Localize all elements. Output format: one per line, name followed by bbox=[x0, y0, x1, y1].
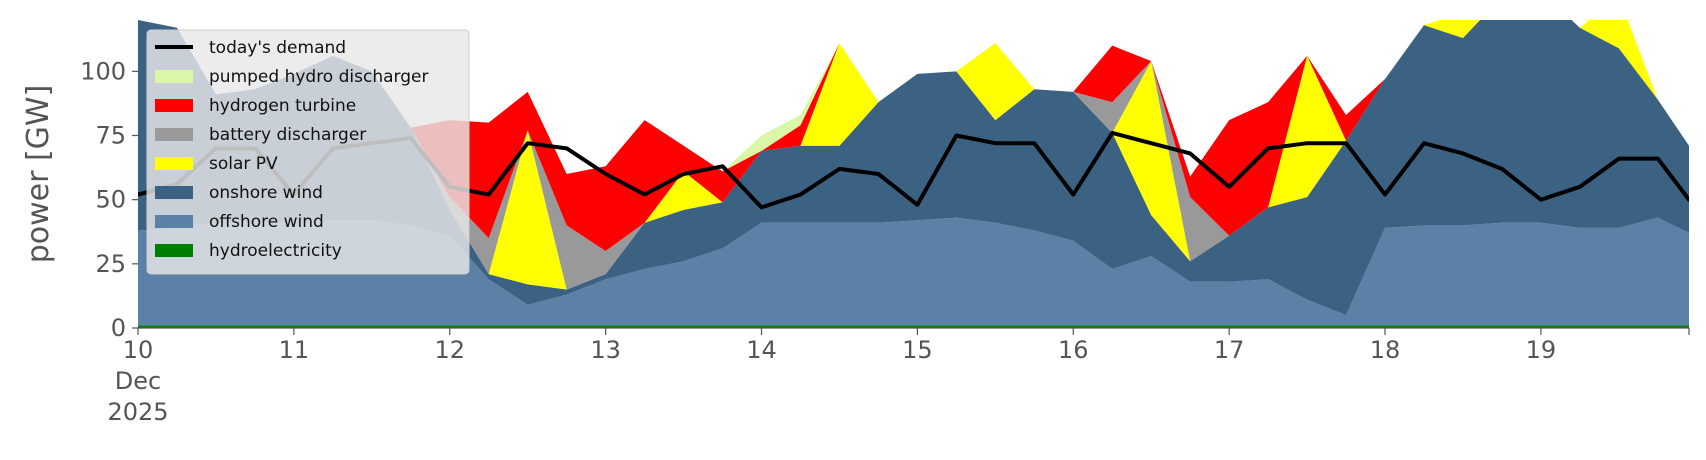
legend-swatch bbox=[155, 186, 193, 199]
area-offshore-wind bbox=[138, 217, 1689, 326]
y-tick-label: 0 bbox=[111, 314, 126, 342]
legend-label: today's demand bbox=[209, 38, 346, 58]
legend-swatch bbox=[155, 215, 193, 228]
area-hydroelectricity bbox=[138, 325, 1689, 328]
y-tick-label: 100 bbox=[80, 57, 126, 85]
x-tick-label: 16 bbox=[1058, 336, 1089, 364]
legend-swatch bbox=[155, 244, 193, 257]
legend-label: offshore wind bbox=[209, 212, 324, 232]
area-onshore-wind bbox=[138, 20, 1689, 316]
legend-box bbox=[146, 29, 470, 275]
legend-swatch bbox=[155, 99, 193, 112]
legend: today's demand pumped hydro discharger hyd… bbox=[146, 29, 470, 275]
legend-label: solar PV bbox=[209, 154, 278, 174]
legend-label: pumped hydro discharger bbox=[209, 67, 428, 87]
x-tick-label: 19 bbox=[1526, 336, 1557, 364]
x-tick-label: 14 bbox=[746, 336, 777, 364]
legend-label: onshore wind bbox=[209, 183, 323, 203]
x-tick-label: 10 bbox=[123, 336, 154, 364]
x-tick-label: 15 bbox=[902, 336, 933, 364]
x-tick-label: 18 bbox=[1370, 336, 1401, 364]
y-axis-title: power [GW] bbox=[21, 85, 56, 264]
legend-label: hydroelectricity bbox=[209, 241, 342, 261]
axes: 0 25 50 75 100 10 Dec 2025 11 12 13 14 15 16 17 18 19 bbox=[80, 57, 1690, 426]
legend-swatch bbox=[155, 70, 193, 83]
legend-label: hydrogen turbine bbox=[209, 96, 356, 116]
x-tick-label: 2025 bbox=[107, 398, 168, 426]
y-tick-label: 75 bbox=[95, 122, 126, 150]
x-tick-label: Dec bbox=[115, 367, 161, 395]
x-tick-label: 17 bbox=[1214, 336, 1245, 364]
x-tick-label: 11 bbox=[279, 336, 310, 364]
legend-swatch bbox=[155, 128, 193, 141]
x-tick-label: 13 bbox=[590, 336, 621, 364]
y-tick-label: 50 bbox=[95, 186, 126, 214]
area-solar-pv bbox=[138, 20, 1689, 290]
x-tick-label: 12 bbox=[434, 336, 465, 364]
stacked-areas bbox=[138, 20, 1689, 328]
legend-swatch bbox=[155, 157, 193, 170]
legend-label: battery discharger bbox=[209, 125, 366, 145]
y-tick-label: 25 bbox=[95, 250, 126, 278]
area-hydrogen-turbine bbox=[138, 20, 1689, 251]
